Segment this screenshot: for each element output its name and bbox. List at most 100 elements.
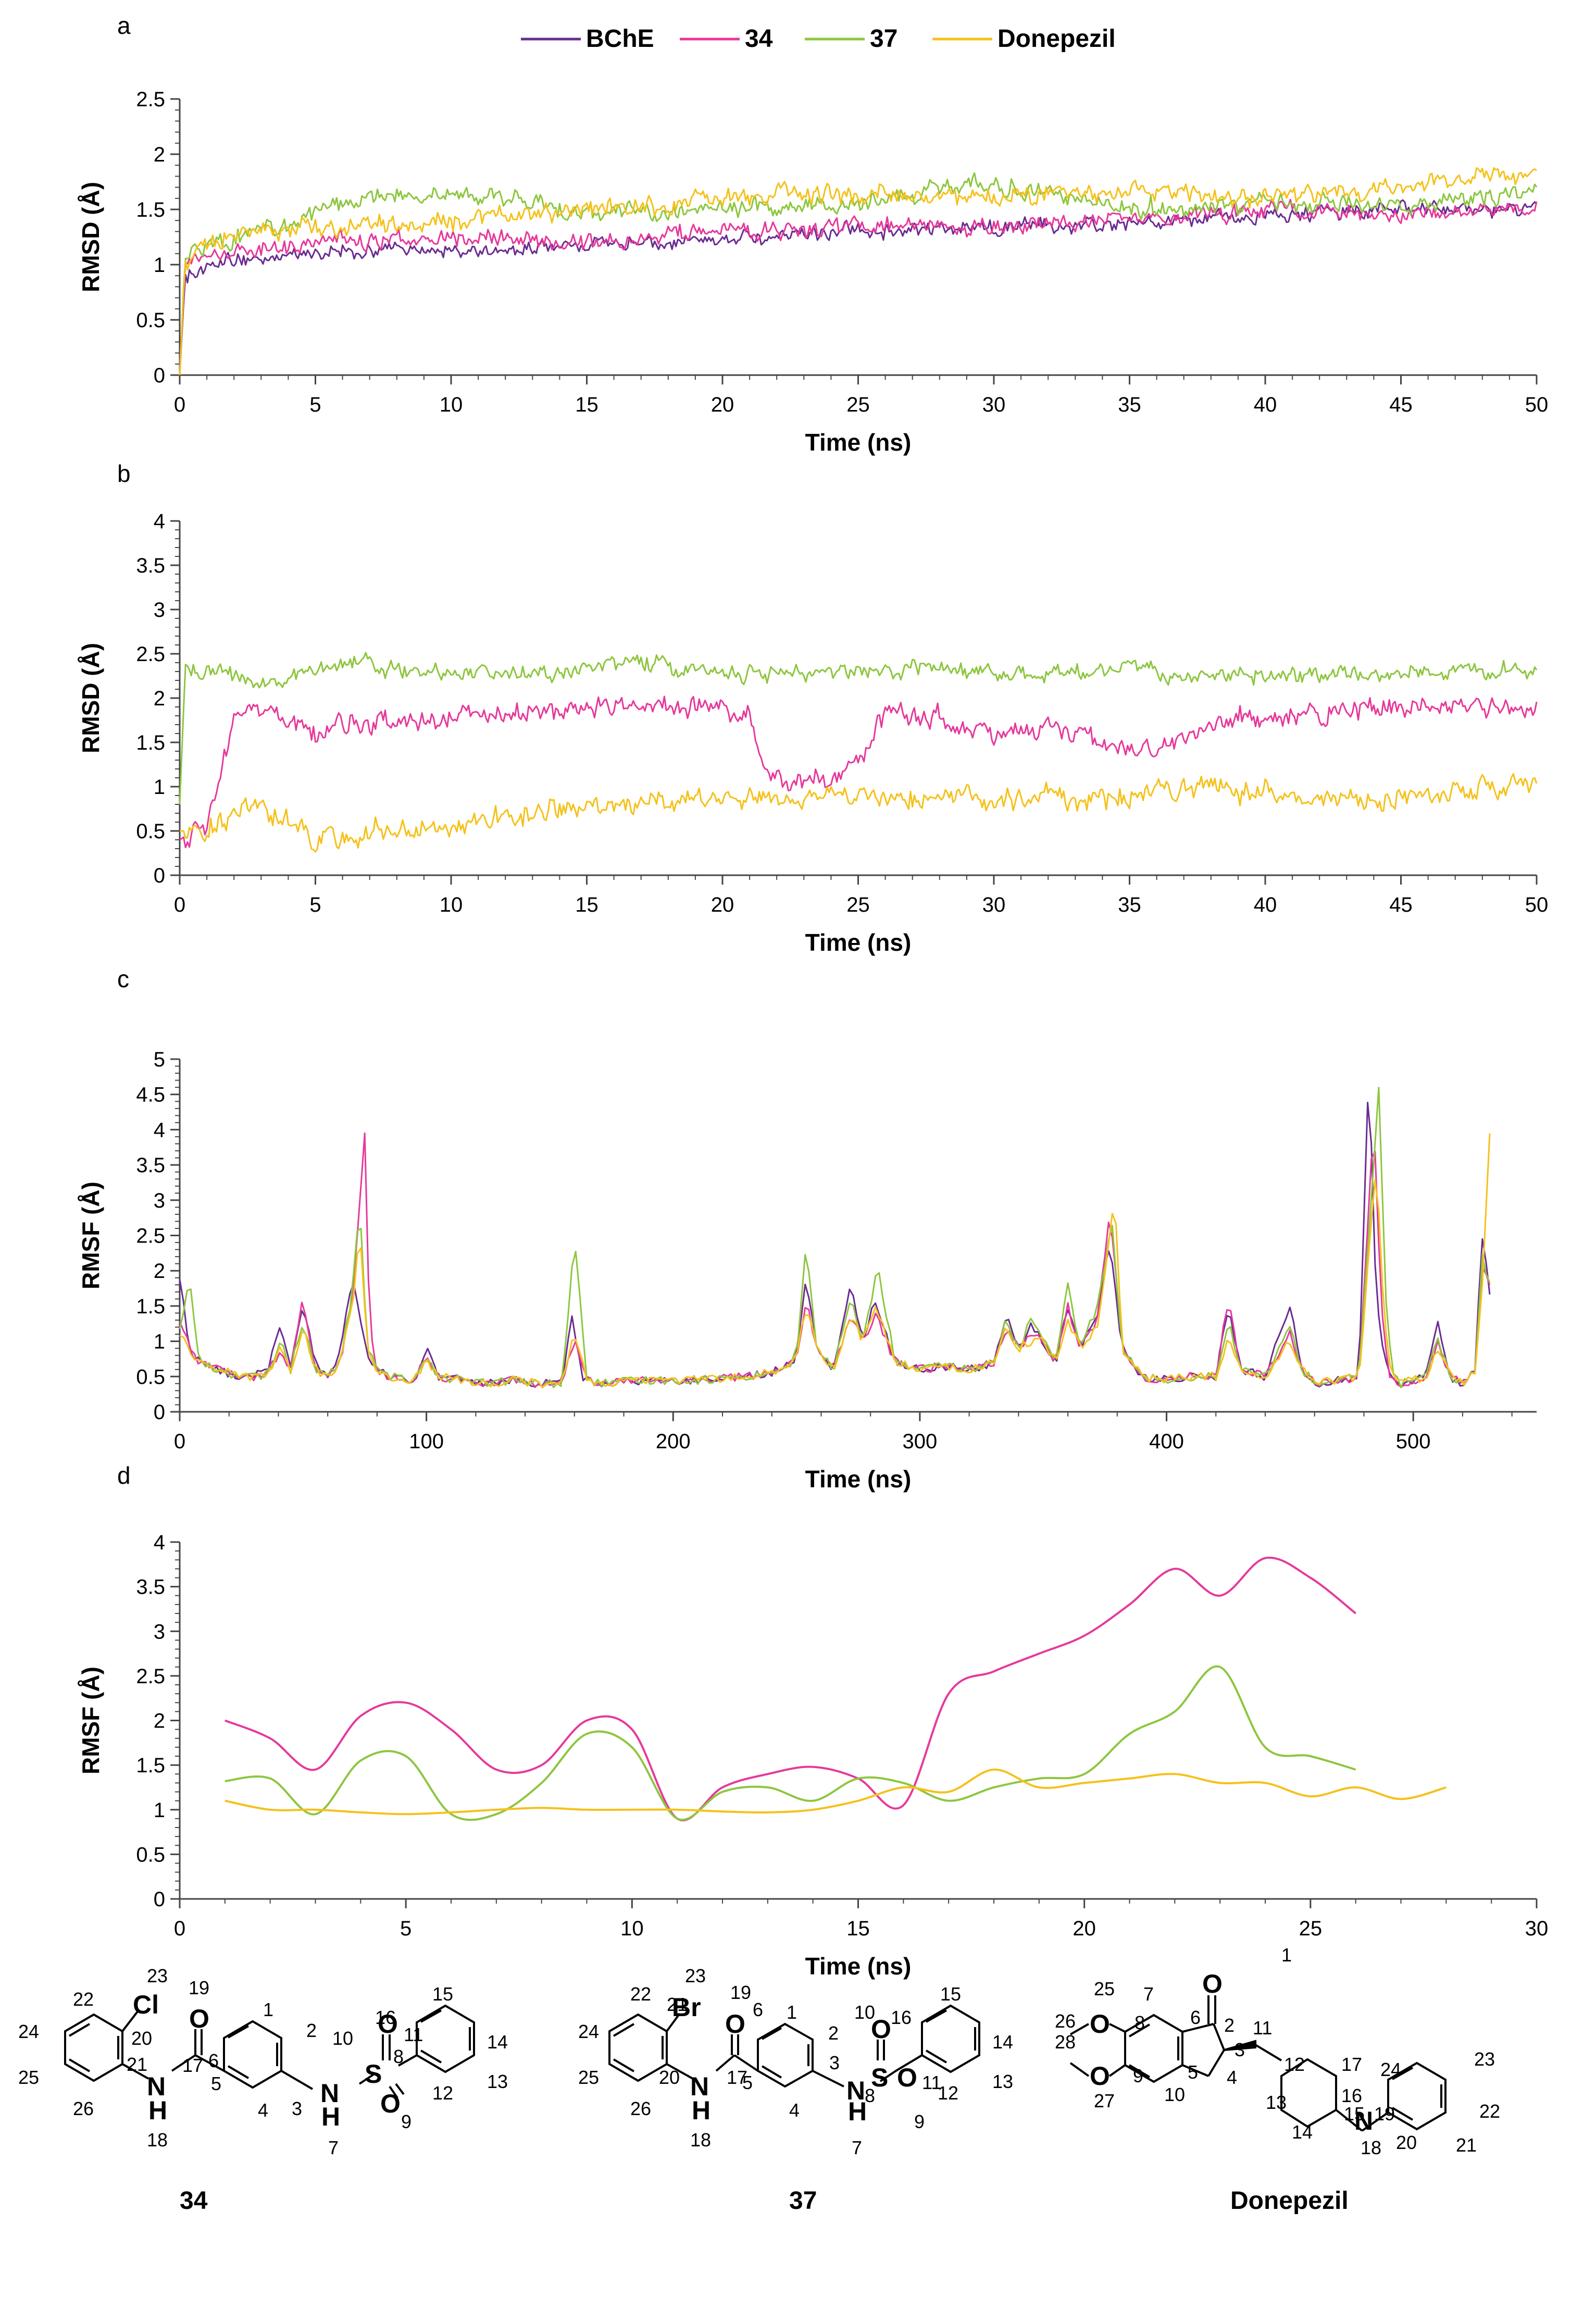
svg-text:21: 21 <box>667 1994 688 2015</box>
panel-a-x-tick-label: 15 <box>575 393 598 416</box>
panel-d-x-tick-label: 5 <box>400 1917 412 1940</box>
panel-b-y-axis-title: RMSD (Å) <box>77 643 104 753</box>
panel-b-series-donepezil <box>180 773 1538 853</box>
structure-donepezil: O O O N 1 2 3 4 5 6 7 8 9 10 11 12 13 14… <box>1055 1944 1500 2215</box>
svg-text:2: 2 <box>828 2022 839 2044</box>
ring-aniline-37 <box>608 2013 668 2082</box>
svg-text:6: 6 <box>208 2050 219 2071</box>
legend: BChE 34 37 Donepezil <box>521 25 1116 53</box>
svg-text:17: 17 <box>1341 2054 1362 2075</box>
panel-a-x-tick-label: 50 <box>1525 393 1549 416</box>
svg-text:16: 16 <box>375 2007 396 2028</box>
structure-34: Cl N H O S O O N H 1 2 3 4 5 6 7 8 9 10 … <box>18 1965 508 2215</box>
panel-b-y-tick-label: 3.5 <box>136 554 165 577</box>
panel-b-x-tick-label: 0 <box>174 893 185 916</box>
atom-h-sulfonamide-34: H <box>321 2102 340 2131</box>
ring-benzyl <box>1387 2061 1447 2131</box>
svg-text:4: 4 <box>1227 2067 1237 2088</box>
panel-a-y-tick-label: 1 <box>154 254 165 277</box>
panel-c-x-tick-label: 500 <box>1396 1430 1431 1453</box>
panel-b-chart: 00.511.522.533.540 5 10 15 20 25 30 35 40 45 50Tim… <box>77 510 1548 956</box>
svg-text:17: 17 <box>182 2055 203 2076</box>
svg-text:15: 15 <box>940 1983 961 2005</box>
svg-text:23: 23 <box>1474 2048 1495 2070</box>
panel-b-x-tick-label: 10 <box>440 893 463 916</box>
panel-label-c: c <box>117 965 129 992</box>
panel-c-x-tick-label: 0 <box>174 1430 185 1453</box>
atom-s-34: S <box>365 2059 382 2089</box>
panel-d-y-tick-label: 0.5 <box>136 1843 165 1866</box>
atom-o-sulfonyl-1-37: O <box>871 2015 891 2044</box>
ring-phenyl-34 <box>416 2004 475 2073</box>
svg-text:22: 22 <box>1479 2101 1500 2122</box>
svg-text:8: 8 <box>393 2046 404 2067</box>
svg-text:25: 25 <box>18 2067 39 2088</box>
svg-text:26: 26 <box>1055 2010 1076 2032</box>
panel-a-x-axis-title: Time (ns) <box>805 429 912 456</box>
ring-phenyl-37 <box>921 2004 980 2073</box>
svg-text:19: 19 <box>1374 2103 1395 2124</box>
panel-c-y-tick-label: 3 <box>154 1189 165 1212</box>
panel-label-a: a <box>117 12 131 39</box>
svg-text:13: 13 <box>1266 2092 1287 2113</box>
panel-c-y-tick-label: 2 <box>154 1260 165 1283</box>
panel-a-x-tick-label: 25 <box>846 393 870 416</box>
panel-b-x-tick-label: 50 <box>1525 893 1549 916</box>
panel-b-x-tick-label: 30 <box>982 893 1006 916</box>
panel-b-series-37 <box>179 652 1538 805</box>
svg-text:5: 5 <box>1188 2061 1198 2083</box>
panel-c-series-donepezil <box>179 1133 1491 1389</box>
svg-text:1: 1 <box>1281 1944 1292 1966</box>
panel-a-series-bche <box>179 199 1538 376</box>
panel-d-y-tick-label: 0 <box>154 1888 165 1911</box>
svg-text:18: 18 <box>1361 2137 1381 2158</box>
svg-text:18: 18 <box>690 2129 711 2151</box>
panel-d-series-34 <box>225 1556 1356 1821</box>
svg-text:6: 6 <box>753 1999 763 2020</box>
panel-b-x-tick-label: 35 <box>1118 893 1141 916</box>
panel-c-y-tick-label: 1 <box>154 1331 165 1353</box>
svg-text:6: 6 <box>1190 2007 1201 2028</box>
atom-s-37: S <box>871 2063 888 2092</box>
panel-d-x-tick-label: 15 <box>846 1917 870 1940</box>
svg-text:8: 8 <box>1134 2012 1145 2033</box>
svg-text:2: 2 <box>306 2020 317 2041</box>
panel-b-y-tick-label: 4 <box>154 510 165 533</box>
svg-text:27: 27 <box>1094 2090 1115 2111</box>
panel-a-y-tick-label: 1.5 <box>136 198 165 221</box>
panel-c-y-tick-label: 0 <box>154 1401 165 1424</box>
atom-o-methoxy-2: O <box>1090 2061 1110 2091</box>
svg-text:9: 9 <box>401 2111 412 2132</box>
panel-b-y-tick-label: 0.5 <box>136 820 165 843</box>
svg-text:1: 1 <box>263 1999 273 2020</box>
svg-text:8: 8 <box>865 2085 875 2106</box>
panel-label-d: d <box>117 1462 131 1489</box>
panel-b-x-axis-title: Time (ns) <box>805 929 912 956</box>
compound-name-34: 34 <box>180 2187 208 2215</box>
panel-b-y-tick-label: 2 <box>154 687 165 710</box>
ring-benzamide-37 <box>757 2022 814 2088</box>
structure-37: Br N H O S O O N H 1 2 3 4 5 6 7 8 9 10 … <box>578 1965 1013 2215</box>
panel-c-y-tick-label: 2.5 <box>136 1225 165 1248</box>
svg-text:4: 4 <box>258 2099 268 2121</box>
atom-h-amide-34: H <box>148 2096 167 2125</box>
svg-text:24: 24 <box>578 2021 599 2042</box>
panel-d-x-tick-label: 20 <box>1073 1917 1096 1940</box>
panel-a-chart: 0 0.5 1 1.5 2 2.5 0 5 10 15 20 25 30 35 40 45 50 Time (ns… <box>77 88 1548 456</box>
panel-c-y-tick-label: 5 <box>154 1048 165 1071</box>
panel-a-x-tick-label: 30 <box>982 393 1006 416</box>
svg-text:3: 3 <box>292 2098 302 2119</box>
panel-a-y-tick-label: 0 <box>154 364 165 387</box>
svg-text:14: 14 <box>992 2031 1013 2053</box>
svg-text:9: 9 <box>914 2111 925 2132</box>
panel-b-x-tick-label: 5 <box>309 893 321 916</box>
panel-a-series-34 <box>179 198 1538 376</box>
panel-b-y-tick-label: 1.5 <box>136 731 165 754</box>
svg-text:18: 18 <box>147 2129 168 2151</box>
svg-text:5: 5 <box>742 2072 753 2093</box>
panel-d-y-tick-label: 2 <box>154 1710 165 1733</box>
panel-c-y-axis-title: RMSF (Å) <box>77 1182 104 1289</box>
atom-o-carbonyl-34: O <box>189 2004 209 2033</box>
panel-c-x-tick-label: 300 <box>903 1430 938 1453</box>
